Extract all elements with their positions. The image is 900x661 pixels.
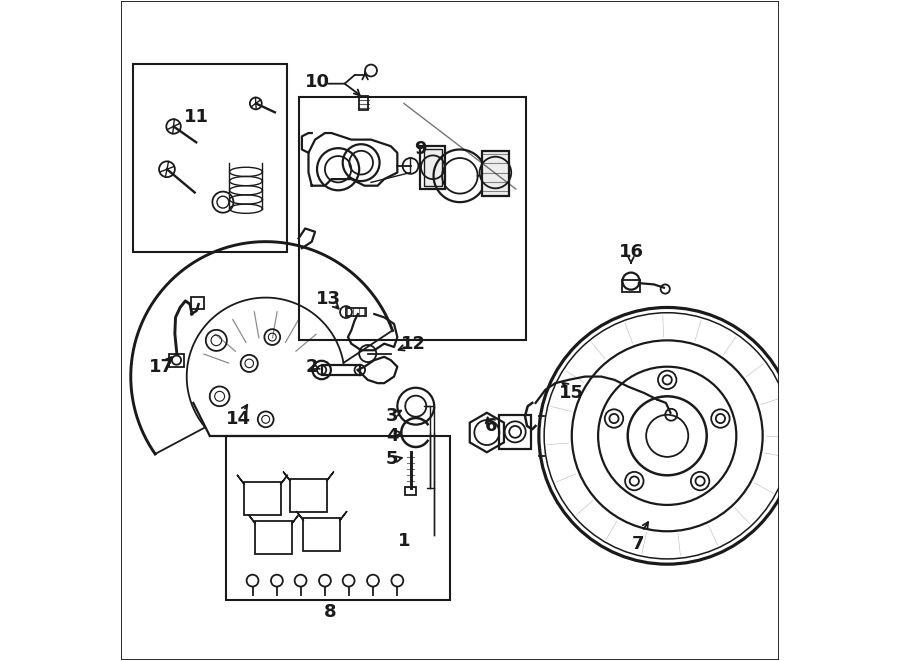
Bar [482, 151, 509, 196]
Text: 8: 8 [324, 603, 337, 621]
Bar [256, 522, 292, 555]
Bar [226, 436, 450, 600]
Bar [132, 64, 287, 252]
Text: 4: 4 [386, 427, 399, 445]
Bar [623, 280, 640, 292]
Text: 3: 3 [386, 407, 399, 425]
Bar [192, 297, 204, 309]
Text: 7: 7 [631, 535, 644, 553]
Text: 13: 13 [316, 290, 341, 308]
Text: 1: 1 [398, 532, 410, 550]
Bar [424, 149, 442, 186]
Text: 9: 9 [414, 141, 427, 159]
Bar [244, 482, 281, 515]
Text: 11: 11 [184, 108, 209, 126]
Text: 16: 16 [618, 243, 644, 260]
Bar [303, 518, 340, 551]
Bar [500, 414, 531, 449]
Bar [290, 479, 327, 512]
Bar [321, 365, 360, 375]
Text: 2: 2 [305, 358, 318, 375]
Bar [346, 308, 365, 316]
Bar [169, 354, 184, 367]
Text: 15: 15 [559, 384, 584, 402]
Text: 14: 14 [226, 410, 250, 428]
Bar [420, 146, 446, 189]
Text: 6: 6 [485, 417, 498, 435]
Bar [359, 96, 368, 110]
Text: 12: 12 [401, 334, 427, 353]
Text: 17: 17 [149, 358, 175, 375]
Text: 10: 10 [304, 73, 329, 91]
Bar [299, 97, 526, 340]
Text: 5: 5 [386, 450, 399, 468]
Bar [405, 487, 416, 495]
